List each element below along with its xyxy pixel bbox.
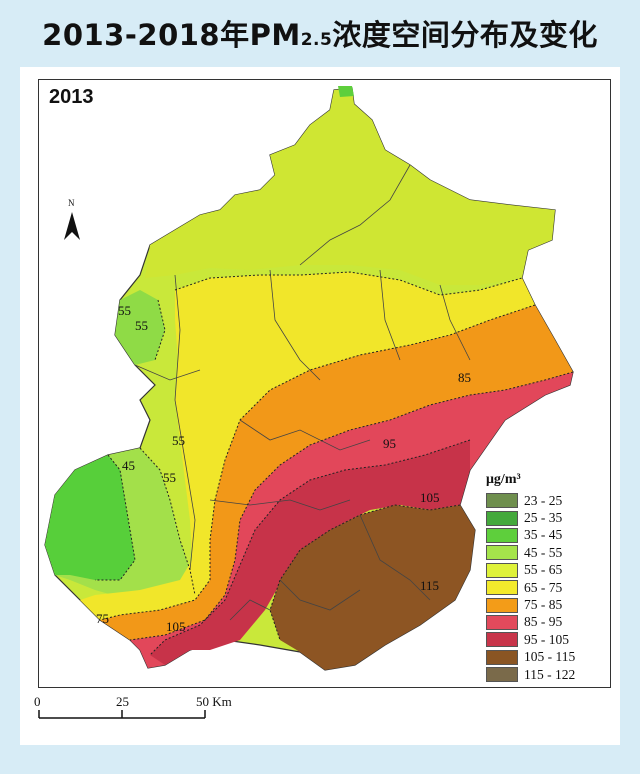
- legend-swatch: [486, 614, 518, 630]
- title-main: 2013-2018年PM: [42, 18, 301, 52]
- contour-label: 75: [96, 611, 109, 626]
- legend-label: 65 - 75: [524, 579, 563, 595]
- region-105-115: [270, 505, 475, 670]
- legend-item: 23 - 25: [486, 492, 606, 509]
- legend-item: 45 - 55: [486, 544, 606, 561]
- legend-item: 75 - 85: [486, 596, 606, 613]
- region-northern: [145, 88, 555, 285]
- legend-item: 105 - 115: [486, 649, 606, 666]
- legend-label: 95 - 105: [524, 631, 569, 647]
- legend-label: 105 - 115: [524, 649, 576, 665]
- region-35-45: [45, 455, 135, 580]
- legend-swatch: [486, 632, 518, 648]
- legend-item: 115 - 122: [486, 666, 606, 683]
- legend-item: 65 - 75: [486, 579, 606, 596]
- contour-label: 55: [118, 303, 131, 318]
- title-suffix: 浓度空间分布及变化: [332, 18, 598, 52]
- contour-label: 95: [383, 436, 396, 451]
- legend-swatch: [486, 545, 518, 561]
- legend-label: 55 - 65: [524, 562, 563, 578]
- legend-title: μg/m³: [486, 472, 521, 487]
- legend-swatch: [486, 527, 518, 543]
- legend-label: 23 - 25: [524, 492, 563, 508]
- legend-swatch: [486, 510, 518, 526]
- legend-label: 35 - 45: [524, 527, 563, 543]
- legend-item: 95 - 105: [486, 631, 606, 648]
- contour-label: 105: [420, 490, 440, 505]
- legend-swatch: [486, 562, 518, 578]
- legend-item: 25 - 35: [486, 509, 606, 526]
- contour-label: 115: [420, 578, 439, 593]
- legend-swatch: [486, 493, 518, 509]
- legend-label: 45 - 55: [524, 544, 563, 560]
- page-title: 2013-2018年PM2.5浓度空间分布及变化: [0, 12, 640, 54]
- contour-label: 45: [122, 458, 135, 473]
- north-arrow-icon: N: [64, 198, 80, 240]
- map-year-label: 2013: [49, 86, 94, 108]
- region-45-55-west: [115, 290, 165, 365]
- legend-item: 55 - 65: [486, 562, 606, 579]
- legend-label: 85 - 95: [524, 614, 563, 630]
- title-subscript: 2.5: [300, 30, 333, 50]
- north-label: N: [68, 198, 75, 208]
- legend-swatch: [486, 597, 518, 613]
- legend: μg/m³ 23 - 25 25 - 35 35 - 45 45 - 55 55 - 6…: [486, 472, 606, 683]
- contour-label: 55: [163, 470, 176, 485]
- scale-tick: 25: [116, 694, 129, 709]
- contour-label: 85: [458, 370, 471, 385]
- legend-label: 25 - 35: [524, 510, 563, 526]
- contour-label: 55: [172, 433, 185, 448]
- legend-item: 35 - 45: [486, 527, 606, 544]
- scale-bar: 0 25 50 Km: [30, 694, 270, 734]
- contour-label: 55: [135, 318, 148, 333]
- scale-tick: 50 Km: [196, 694, 232, 709]
- legend-label: 115 - 122: [524, 666, 576, 682]
- region-95-105: [150, 440, 470, 665]
- legend-item: 85 - 95: [486, 614, 606, 631]
- region-75-85: [100, 305, 573, 640]
- legend-swatch: [486, 580, 518, 596]
- legend-swatch: [486, 649, 518, 665]
- scale-tick: 0: [34, 694, 41, 709]
- legend-label: 75 - 85: [524, 597, 563, 613]
- contour-label: 105: [166, 619, 186, 634]
- legend-swatch: [486, 667, 518, 683]
